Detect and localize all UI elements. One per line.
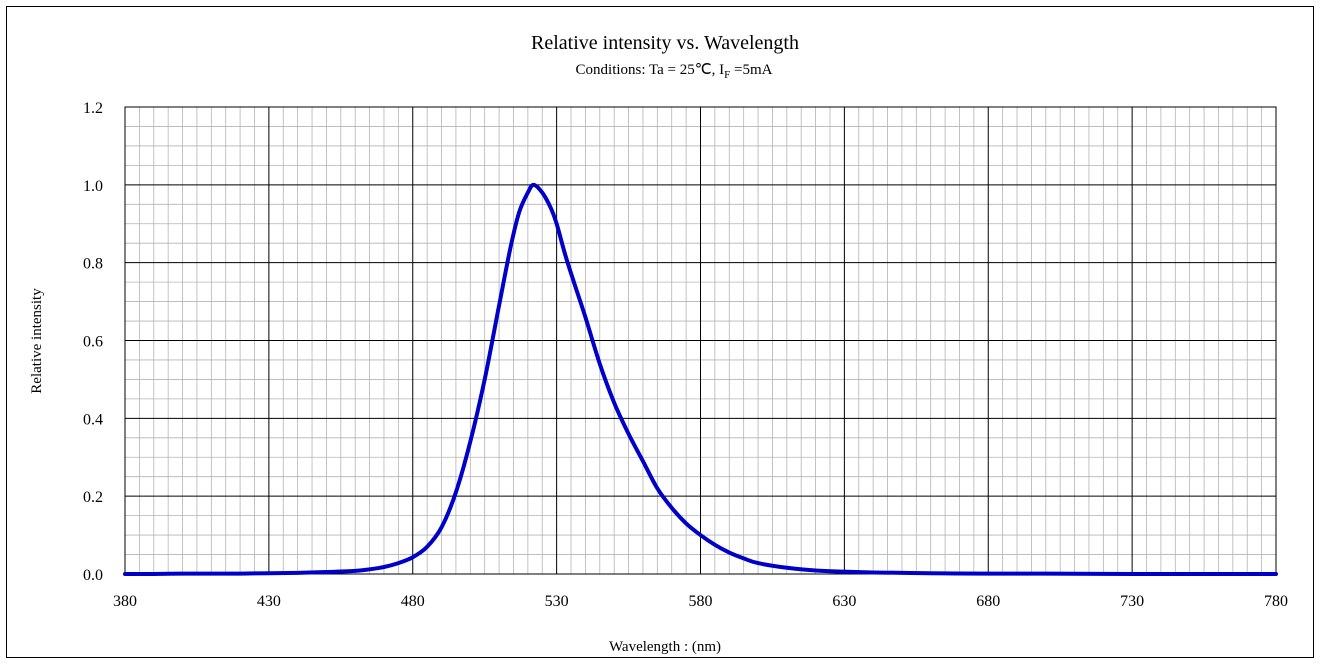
x-tick-label: 780	[1264, 593, 1288, 610]
x-tick-label: 480	[401, 593, 425, 610]
y-tick-label: 1.2	[83, 100, 103, 117]
x-tick-labels: 380 430 480 530 580 630 680 730 780	[113, 593, 1288, 610]
x-tick-label: 380	[113, 593, 137, 610]
x-tick-label: 630	[832, 593, 856, 610]
x-tick-label: 730	[1120, 593, 1144, 610]
x-axis-label: Wavelength : (nm)	[609, 639, 721, 655]
x-tick-label: 580	[689, 593, 713, 610]
y-tick-label: 0.2	[83, 489, 103, 506]
chart-frame	[6, 6, 1314, 658]
y-tick-labels: 0.0 0.2 0.4 0.6 0.8 1.0 1.2	[83, 100, 103, 584]
chart-title: Relative intensity vs. Wavelength	[531, 32, 799, 54]
x-tick-label: 680	[976, 593, 1000, 610]
y-tick-label: 0.6	[83, 334, 103, 351]
x-tick-label: 530	[545, 593, 569, 610]
x-tick-label: 430	[257, 593, 281, 610]
y-tick-label: 1.0	[83, 178, 103, 195]
subtitle-prefix: Conditions: Ta = 25℃, I	[576, 62, 725, 78]
subtitle-suffix: =5mA	[730, 62, 772, 78]
y-tick-label: 0.8	[83, 256, 103, 273]
y-axis-label: Relative intensity	[29, 288, 45, 394]
series-line	[123, 182, 1278, 577]
plot-area-border	[124, 106, 1277, 575]
chart-subtitle: Conditions: Ta = 25℃, IF =5mA	[576, 62, 773, 81]
y-tick-label: 0.4	[83, 411, 103, 428]
series-layer	[123, 182, 1278, 577]
y-tick-label: 0.0	[83, 567, 103, 584]
subtitle-subscript: F	[724, 69, 730, 81]
